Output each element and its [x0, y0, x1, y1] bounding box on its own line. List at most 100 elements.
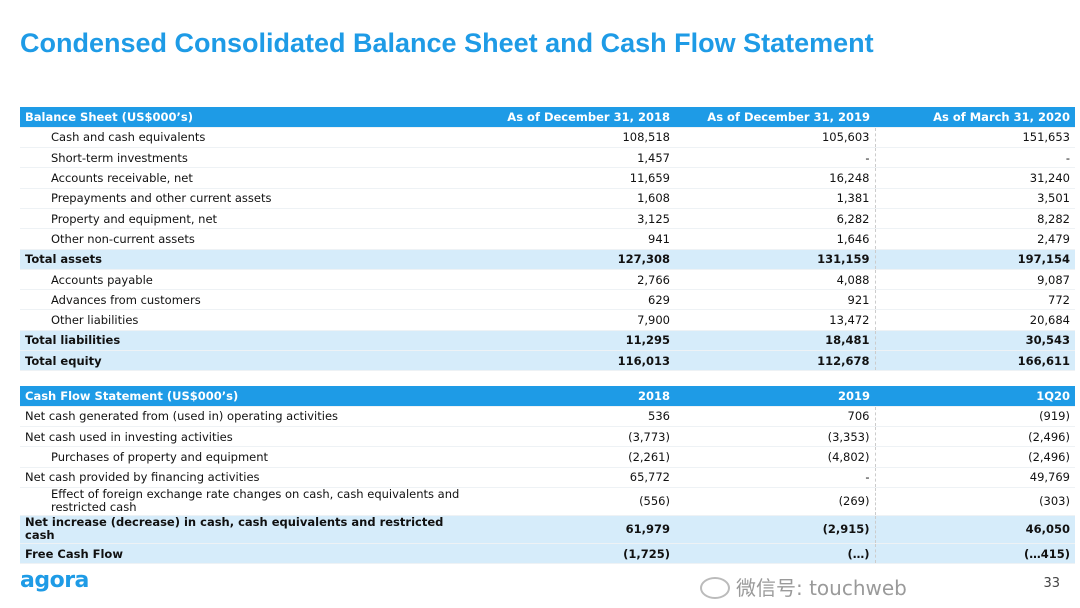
row-label: Other non-current assets	[20, 228, 475, 250]
row-value: (2,496)	[874, 426, 1075, 448]
row-value: 131,159	[675, 249, 875, 270]
row-label: Free Cash Flow	[20, 543, 475, 565]
row-label: Accounts receivable, net	[20, 167, 475, 189]
row-label: Prepayments and other current assets	[20, 188, 475, 209]
row-value: -	[874, 147, 1075, 169]
row-value: 16,248	[675, 167, 875, 189]
row-value: 30,543	[874, 330, 1075, 352]
row-value: 151,653	[874, 127, 1075, 149]
page-number: 33	[1043, 576, 1060, 591]
header-col: 1Q20	[875, 386, 1075, 407]
row-value: (556)	[475, 487, 675, 516]
row-value: 772	[874, 289, 1075, 311]
table-row: Net increase (decrease) in cash, cash eq…	[20, 515, 1075, 544]
table-row: Accounts payable 2,766 4,088 9,087	[20, 269, 1075, 291]
row-value: 127,308	[475, 249, 675, 270]
table-row: Effect of foreign exchange rate changes …	[20, 487, 1075, 516]
row-value: 108,518	[475, 127, 675, 149]
table-row: Net cash generated from (used in) operat…	[20, 406, 1075, 428]
row-value: (919)	[874, 406, 1075, 428]
row-value: 921	[675, 289, 875, 311]
table-header: Balance Sheet (US$000’s) As of December …	[20, 107, 1075, 128]
row-value: 536	[475, 406, 675, 428]
header-col: As of December 31, 2019	[675, 107, 875, 128]
row-value: (2,496)	[874, 446, 1075, 468]
row-value: 1,646	[675, 228, 875, 250]
header-col: 2018	[475, 386, 675, 407]
table-row: Total equity 116,013 112,678 166,611	[20, 350, 1075, 372]
row-label: Net cash used in investing activities	[20, 426, 475, 448]
row-value: 1,381	[675, 188, 875, 209]
row-value: 1,608	[475, 188, 675, 209]
row-value: 166,611	[874, 350, 1075, 372]
cash-flow-table: Cash Flow Statement (US$000’s) 2018 2019…	[20, 386, 1075, 565]
row-value: (3,353)	[675, 426, 875, 448]
header-label: Cash Flow Statement (US$000’s)	[20, 386, 475, 407]
row-value: (…415)	[874, 543, 1075, 565]
row-value: 31,240	[874, 167, 1075, 189]
row-label: Total equity	[20, 350, 475, 372]
row-value: 941	[475, 228, 675, 250]
table-row: Accounts receivable, net 11,659 16,248 31,2…	[20, 167, 1075, 189]
row-value: (303)	[874, 487, 1075, 516]
row-value: 61,979	[475, 515, 675, 544]
balance-sheet-table: Balance Sheet (US$000’s) As of December …	[20, 107, 1075, 372]
row-value: 3,501	[874, 188, 1075, 209]
table-header: Cash Flow Statement (US$000’s) 2018 2019…	[20, 386, 1075, 407]
table-row: Prepayments and other current assets 1,60…	[20, 188, 1075, 209]
row-label: Short-term investments	[20, 147, 475, 169]
row-label: Net cash provided by financing activitie…	[20, 467, 475, 488]
table-row: Property and equipment, net 3,125 6,282 8,2…	[20, 208, 1075, 230]
row-value: 1,457	[475, 147, 675, 169]
row-value: 706	[675, 406, 875, 428]
row-value: 11,659	[475, 167, 675, 189]
row-value: 112,678	[675, 350, 875, 372]
header-col: As of March 31, 2020	[875, 107, 1075, 128]
row-label: Effect of foreign exchange rate changes …	[20, 487, 475, 516]
row-label: Net cash generated from (used in) operat…	[20, 406, 475, 428]
table-row: Total assets 127,308 131,159 197,154	[20, 249, 1075, 270]
header-label: Balance Sheet (US$000’s)	[20, 107, 475, 128]
row-value: 3,125	[475, 208, 675, 230]
row-label: Property and equipment, net	[20, 208, 475, 230]
table-row: Purchases of property and equipment (2,26…	[20, 446, 1075, 468]
row-value: 8,282	[874, 208, 1075, 230]
wechat-icon	[700, 577, 730, 599]
row-value: (1,725)	[475, 543, 675, 565]
header-col: As of December 31, 2018	[475, 107, 675, 128]
row-label: Purchases of property and equipment	[20, 446, 475, 468]
row-value: 197,154	[874, 249, 1075, 270]
page-title: Condensed Consolidated Balance Sheet and…	[20, 28, 874, 58]
row-value: 11,295	[475, 330, 675, 352]
row-value: -	[675, 467, 875, 488]
table-row: Free Cash Flow (1,725) (…) (…415)	[20, 543, 1075, 565]
row-value: 105,603	[675, 127, 875, 149]
row-value: 13,472	[675, 309, 875, 331]
row-label: Total assets	[20, 249, 475, 270]
watermark-text: 微信号: touchweb	[736, 576, 907, 600]
row-value: 18,481	[675, 330, 875, 352]
row-value: 20,684	[874, 309, 1075, 331]
row-label: Other liabilities	[20, 309, 475, 331]
row-label: Net increase (decrease) in cash, cash eq…	[20, 515, 475, 544]
row-value: 116,013	[475, 350, 675, 372]
row-value: 46,050	[874, 515, 1075, 544]
table-row: Total liabilities 11,295 18,481 30,543	[20, 330, 1075, 352]
row-value: (4,802)	[675, 446, 875, 468]
row-label: Cash and cash equivalents	[20, 127, 475, 149]
row-value: 49,769	[874, 467, 1075, 488]
table-row: Short-term investments 1,457- -	[20, 147, 1075, 169]
agora-logo: agora	[20, 568, 89, 593]
row-value: 2,479	[874, 228, 1075, 250]
row-value: 7,900	[475, 309, 675, 331]
row-label: Accounts payable	[20, 269, 475, 291]
row-label: Advances from customers	[20, 289, 475, 311]
watermark: 微信号: touchweb	[700, 576, 907, 600]
row-value: -	[675, 147, 875, 169]
table-row: Other liabilities 7,900 13,472 20,684	[20, 309, 1075, 331]
row-value: (2,261)	[475, 446, 675, 468]
row-value: 4,088	[675, 269, 875, 291]
row-value: 629	[475, 289, 675, 311]
table-row: Cash and cash equivalents 108,518 105,603 1…	[20, 127, 1075, 149]
row-value: 9,087	[874, 269, 1075, 291]
